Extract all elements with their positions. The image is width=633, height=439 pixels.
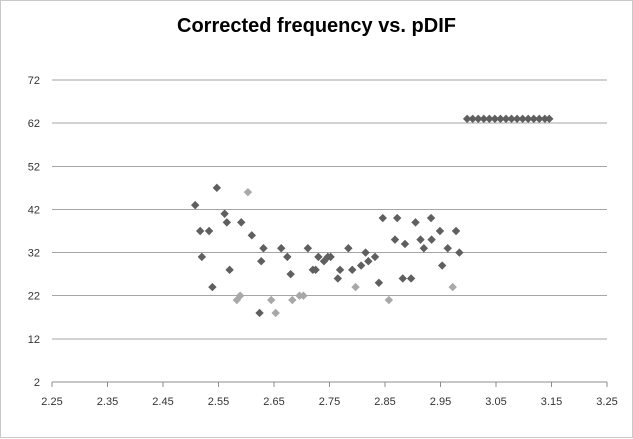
data-point	[427, 235, 436, 244]
data-point	[364, 257, 373, 266]
x-tick-label: 2.65	[263, 396, 284, 408]
data-point	[204, 226, 214, 236]
data-point	[523, 114, 533, 124]
data-point	[348, 265, 357, 275]
chart-title: Corrected frequency vs. pDIF	[177, 15, 456, 37]
data-point	[257, 257, 266, 266]
x-tick-label: 2.85	[374, 396, 395, 408]
data-point	[378, 213, 387, 223]
data-point	[235, 291, 245, 300]
data-point	[356, 261, 366, 270]
data-point	[212, 183, 222, 193]
data-point	[220, 209, 229, 218]
y-tick-label: 2	[34, 377, 40, 389]
data-point	[190, 200, 200, 210]
x-tick-label: 2.55	[208, 396, 229, 408]
y-tick-label: 32	[28, 248, 40, 260]
data-point	[485, 114, 494, 124]
data-point	[398, 274, 407, 283]
data-point	[451, 226, 461, 236]
x-tick-label: 2.95	[430, 396, 451, 408]
data-point	[374, 278, 384, 287]
x-tick-label: 3.05	[485, 396, 506, 408]
data-point	[326, 252, 335, 262]
data-point	[247, 231, 256, 240]
data-point	[426, 213, 436, 223]
y-tick-label: 12	[28, 334, 40, 346]
data-point	[311, 265, 320, 275]
y-tick-label: 52	[28, 161, 40, 173]
data-point	[384, 295, 394, 305]
data-point	[299, 291, 308, 300]
data-point	[267, 295, 276, 305]
data-point	[243, 187, 253, 197]
y-tick-label: 22	[28, 291, 40, 303]
data-point	[501, 114, 511, 124]
data-point	[225, 265, 234, 275]
x-tick-label: 2.45	[152, 396, 173, 408]
data-point	[277, 244, 286, 253]
data-point	[390, 235, 400, 244]
data-point	[222, 218, 232, 227]
data-point	[507, 114, 516, 124]
data-point	[333, 274, 343, 283]
data-point	[535, 114, 544, 124]
data-point	[411, 218, 420, 227]
data-point	[283, 252, 292, 262]
data-point	[406, 274, 416, 283]
y-tick-label: 72	[28, 75, 40, 87]
data-point	[448, 282, 457, 292]
y-tick-label: 42	[28, 204, 40, 216]
data-point	[370, 252, 380, 262]
data-point	[237, 218, 246, 227]
data-point	[195, 226, 205, 236]
data-point	[490, 114, 500, 124]
data-point	[344, 244, 353, 253]
data-point	[197, 252, 207, 262]
data-point	[400, 239, 410, 249]
data-point	[259, 244, 268, 253]
data-point	[545, 114, 554, 124]
data-point	[351, 282, 360, 292]
data-point	[437, 261, 447, 270]
data-point	[393, 213, 402, 223]
x-tick-label: 2.35	[97, 396, 118, 408]
x-tick-label: 3.25	[596, 396, 617, 408]
data-point	[468, 114, 477, 124]
data-point	[416, 235, 425, 244]
data-point	[208, 282, 217, 292]
data-point	[435, 226, 445, 236]
data-point	[286, 269, 295, 279]
data-point	[455, 248, 464, 257]
data-point	[443, 244, 452, 253]
data-point	[303, 244, 313, 253]
data-point	[255, 308, 264, 318]
data-point	[512, 114, 522, 124]
data-point	[335, 265, 345, 275]
x-tick-label: 2.75	[319, 396, 340, 408]
y-tick-label: 62	[28, 118, 40, 130]
data-point	[419, 244, 429, 253]
data-point	[518, 114, 527, 124]
data-point	[314, 252, 323, 262]
x-tick-label: 3.15	[541, 396, 562, 408]
data-point	[271, 308, 280, 318]
data-point	[474, 114, 483, 124]
data-point	[496, 114, 505, 124]
data-point	[529, 114, 538, 124]
data-point	[462, 114, 472, 124]
data-point	[479, 114, 488, 124]
data-point	[288, 295, 297, 305]
data-point	[540, 114, 550, 124]
x-tick-label: 2.25	[41, 396, 62, 408]
data-point	[361, 248, 370, 257]
